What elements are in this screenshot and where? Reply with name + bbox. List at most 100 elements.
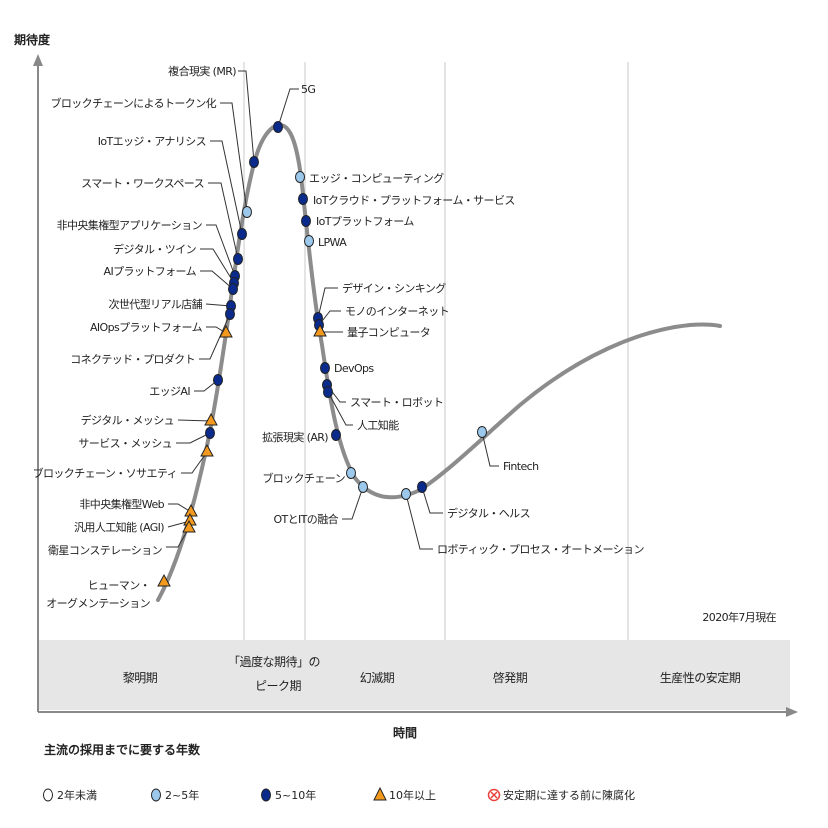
technology-label: Fintech bbox=[503, 460, 539, 473]
as-of-date: 2020年7月現在 bbox=[702, 610, 776, 624]
light-circle-marker bbox=[304, 235, 314, 247]
dark-circle-marker bbox=[417, 481, 427, 493]
leader-line bbox=[177, 419, 212, 422]
technology-label: サービス・メッシュ bbox=[78, 437, 172, 450]
technology-label: モノのインターネット bbox=[345, 305, 449, 318]
phase-plateau: 生産性の安定期 bbox=[660, 670, 741, 685]
light-circle-marker bbox=[242, 206, 252, 218]
leader-line bbox=[220, 102, 248, 213]
leader-line bbox=[200, 248, 235, 284]
technology-label: コネクテッド・プロダクト bbox=[70, 352, 195, 366]
light-blue-circle-icon bbox=[151, 788, 161, 802]
triangle-marker bbox=[200, 443, 214, 457]
technology-label: DevOps bbox=[334, 362, 374, 375]
white-circle-icon bbox=[43, 788, 53, 802]
dark-circle-marker bbox=[233, 253, 243, 265]
x-axis-label: 時間 bbox=[393, 725, 417, 740]
triangle-marker bbox=[157, 573, 171, 587]
hype-curve bbox=[156, 122, 722, 602]
phase-trough: 幻滅期 bbox=[360, 671, 395, 685]
legend-title: 主流の採用までに要する年数 bbox=[44, 742, 201, 757]
technology-label-line2: オーグメンテーション bbox=[46, 596, 150, 610]
technology-label: エッジ・コンピューティング bbox=[309, 171, 444, 185]
triangle-marker bbox=[219, 324, 233, 338]
technology-label: デジタル・ツイン bbox=[113, 242, 197, 256]
leader-line bbox=[318, 310, 341, 326]
technology-label: スマート・ロボット bbox=[350, 396, 443, 409]
dark-circle-marker bbox=[205, 427, 215, 439]
y-axis bbox=[33, 54, 43, 712]
phase-band bbox=[38, 640, 790, 710]
technology-label: 非中央集権型アプリケーション bbox=[57, 218, 203, 232]
dark-circle-marker bbox=[301, 215, 311, 227]
dark-circle-marker bbox=[249, 156, 259, 168]
leader-line bbox=[238, 70, 255, 163]
technology-label: 拡張現実 (AR) bbox=[262, 430, 328, 444]
leader-line bbox=[168, 503, 192, 513]
phase-dividers bbox=[243, 62, 629, 640]
legend-item-label: 2~5年 bbox=[165, 788, 199, 802]
technology-label: LPWA bbox=[318, 236, 347, 249]
technology-label: 5G bbox=[301, 83, 315, 96]
triangle-marker bbox=[204, 412, 218, 426]
leader-line bbox=[277, 88, 299, 128]
technology-label: ブロックチェーン bbox=[262, 471, 345, 485]
triangle-marker bbox=[184, 503, 198, 517]
legend-item-label: 10年以上 bbox=[389, 788, 436, 802]
light-circle-marker bbox=[401, 488, 411, 500]
leader-line bbox=[166, 527, 190, 548]
technology-markers bbox=[157, 121, 487, 587]
leader-line bbox=[327, 391, 353, 426]
leader-line bbox=[421, 486, 443, 514]
dark-circle-marker bbox=[228, 283, 238, 295]
dark-circle-marker bbox=[273, 121, 283, 133]
leader-line bbox=[317, 287, 338, 319]
leader-line bbox=[342, 486, 364, 520]
leader-line bbox=[200, 270, 234, 290]
phase-peak-line1: 「過度な期待」の bbox=[228, 654, 320, 669]
leader-line bbox=[181, 451, 208, 474]
legend: 2年未満 2~5年 5~10年 10年以上 安定期に達する前に陳腐化 bbox=[43, 786, 635, 802]
phase-peak-line2: ピーク期 bbox=[255, 679, 302, 693]
technology-label: 人工知能 bbox=[357, 418, 399, 432]
light-circle-marker bbox=[477, 426, 487, 438]
dark-circle-marker bbox=[298, 193, 308, 205]
y-axis-label: 期待度 bbox=[14, 32, 51, 47]
technology-label: デジタル・ヘルス bbox=[447, 506, 530, 520]
legend-item-label: 5~10年 bbox=[275, 788, 316, 802]
light-circle-marker bbox=[358, 481, 368, 493]
technology-label: ブロックチェーンによるトークン化 bbox=[50, 96, 216, 110]
technology-label: AIプラットフォーム bbox=[104, 265, 197, 278]
technology-label: 汎用人工知能 (AGI) bbox=[74, 520, 164, 534]
technology-label: ロボティック・プロセス・オートメーション bbox=[437, 543, 644, 556]
technology-label: OTとITの融合 bbox=[273, 512, 338, 526]
technology-label: ヒューマン・ bbox=[88, 579, 150, 592]
leader-line bbox=[208, 182, 239, 260]
technology-label: デジタル・メッシュ bbox=[81, 413, 174, 427]
leader-line bbox=[206, 224, 236, 277]
triangle-marker bbox=[313, 323, 327, 337]
dark-circle-marker bbox=[213, 374, 223, 386]
x-axis bbox=[38, 707, 798, 717]
dark-circle-marker bbox=[323, 386, 333, 398]
technology-label: 複合現実 (MR) bbox=[168, 64, 236, 78]
leader-line bbox=[481, 431, 499, 467]
triangle-marker bbox=[182, 519, 196, 533]
dark-blue-circle-icon bbox=[261, 788, 271, 802]
red-x-circle-icon bbox=[487, 788, 501, 802]
technology-label: IoTクラウド・プラットフォーム・サービス bbox=[313, 194, 515, 207]
technology-label: IoTプラットフォーム bbox=[316, 215, 414, 228]
dark-circle-marker bbox=[225, 308, 235, 320]
technology-label: デザイン・シンキング bbox=[342, 281, 446, 295]
technology-label: エッジAI bbox=[149, 385, 190, 398]
x-axis-arrow-icon bbox=[786, 707, 798, 717]
y-axis-arrow-icon bbox=[33, 54, 43, 66]
dark-circle-marker bbox=[320, 362, 330, 374]
leader-line bbox=[405, 493, 433, 550]
orange-triangle-icon bbox=[373, 786, 387, 801]
leader-lines bbox=[166, 70, 499, 550]
light-circle-marker bbox=[346, 467, 356, 479]
legend-item-label: 2年未満 bbox=[57, 788, 97, 802]
technology-label: 量子コンピュータ bbox=[347, 326, 430, 339]
